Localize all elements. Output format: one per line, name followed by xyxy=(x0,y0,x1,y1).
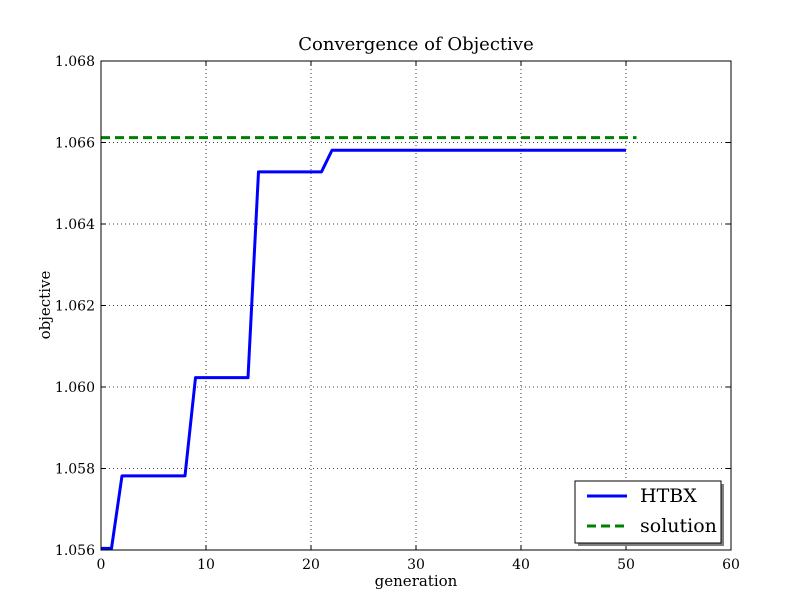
y-tick-label: 1.056 xyxy=(55,543,95,559)
y-tick-label: 1.066 xyxy=(55,136,95,152)
x-tick-label: 10 xyxy=(197,557,215,573)
y-tick-label: 1.058 xyxy=(55,462,95,478)
legend-label-solution: solution xyxy=(640,515,717,537)
y-tick-labels: 1.056 1.058 1.060 1.062 1.064 1.066 1.068 xyxy=(55,54,95,559)
x-tick-label: 20 xyxy=(302,557,320,573)
x-tick-labels: 0 10 20 30 40 50 60 xyxy=(97,557,740,573)
grid-lines xyxy=(101,61,731,550)
y-tick-label: 1.060 xyxy=(55,380,95,396)
x-tick-label: 30 xyxy=(407,557,425,573)
x-axis-label: generation xyxy=(375,572,458,590)
y-tick-label: 1.062 xyxy=(55,299,95,315)
series-layer xyxy=(101,136,637,550)
y-axis-label: objective xyxy=(36,271,54,340)
x-tick-label: 40 xyxy=(512,557,530,573)
legend-label-htbx: HTBX xyxy=(640,485,697,507)
y-tick-label: 1.064 xyxy=(55,217,95,233)
legend: HTBX solution xyxy=(574,480,724,546)
y-tick-label: 1.068 xyxy=(55,54,95,70)
series-line-htbx xyxy=(101,148,626,550)
legend-box xyxy=(574,480,722,544)
x-tick-label: 50 xyxy=(617,557,635,573)
x-tick-label: 0 xyxy=(97,557,106,573)
chart-title: Convergence of Objective xyxy=(298,34,533,55)
plot-area-frame xyxy=(100,60,732,551)
x-tick-label: 60 xyxy=(722,557,740,573)
